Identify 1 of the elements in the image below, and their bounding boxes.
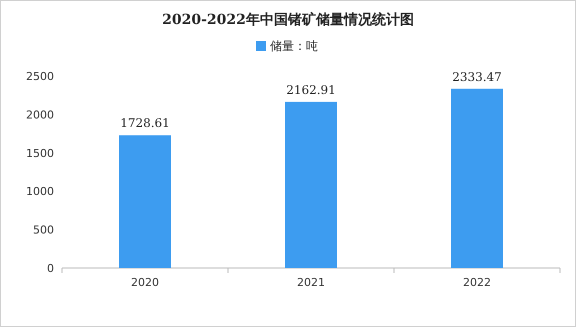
title: 2020-2022年中国锗矿储量情况统计图: [162, 12, 414, 28]
